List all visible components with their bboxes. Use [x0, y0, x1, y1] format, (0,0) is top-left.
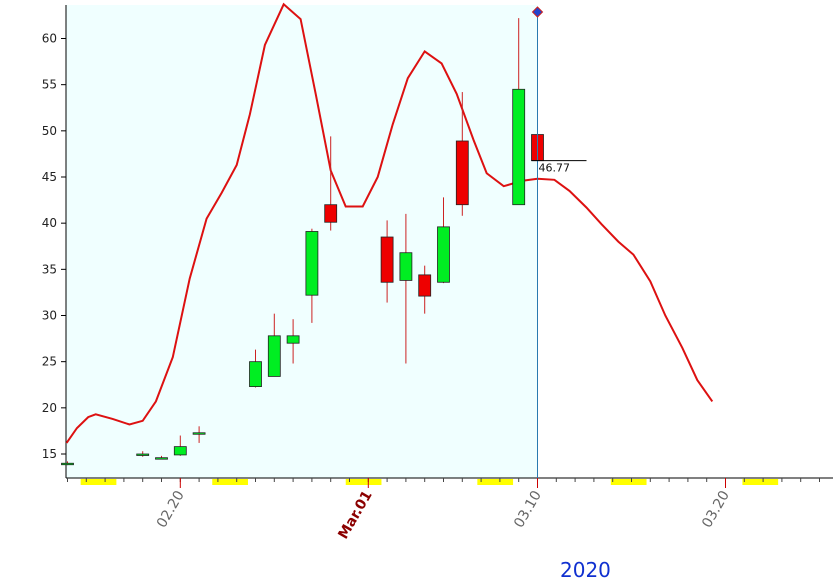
last-price-label: 46.77 — [539, 162, 571, 175]
candle — [305, 228, 319, 323]
candle-body — [399, 252, 413, 281]
candle-body — [267, 335, 281, 377]
x-tick-label: 02.20 — [154, 488, 188, 531]
weekend-marker — [212, 479, 248, 485]
y-tick-label: 60 — [42, 32, 57, 46]
weekend-marker — [80, 479, 117, 485]
candle-body — [173, 446, 187, 456]
candle-body — [324, 204, 338, 223]
weekend-markers — [80, 479, 779, 485]
y-tick-label: 15 — [42, 447, 57, 461]
y-tick-label: 50 — [42, 124, 57, 138]
x-tick-label: Mar.01 — [335, 488, 375, 542]
candle-body — [249, 361, 262, 387]
x-tick-label: 03.10 — [511, 488, 545, 531]
candle-body — [155, 457, 168, 460]
y-tick-label: 20 — [42, 401, 57, 415]
x-tick-label: 03.20 — [699, 488, 733, 531]
candle-body — [418, 274, 432, 297]
candle — [418, 265, 432, 314]
candle — [192, 426, 206, 443]
moving-average-line — [65, 2, 714, 444]
axes — [61, 5, 833, 488]
y-tick-label: 30 — [42, 309, 57, 323]
weekend-marker — [477, 479, 514, 485]
candle-body — [437, 226, 450, 283]
candle — [399, 213, 413, 364]
y-tick-label: 25 — [42, 355, 57, 369]
candle — [155, 455, 168, 460]
weekend-marker — [742, 479, 779, 485]
candle-body — [192, 432, 206, 435]
cursor-marker — [531, 6, 544, 18]
candle — [286, 319, 300, 364]
candle — [324, 136, 338, 231]
candle-body — [286, 335, 300, 344]
candle-body — [136, 453, 150, 456]
highlight-rect — [66, 5, 538, 478]
y-tick-label: 40 — [42, 216, 57, 230]
candle — [455, 92, 469, 216]
candle-body — [512, 88, 526, 206]
weekend-marker — [610, 479, 647, 485]
y-tick-label: 45 — [42, 170, 57, 184]
y-tick-label: 55 — [42, 78, 57, 92]
candle — [512, 18, 526, 206]
weekend-marker — [345, 479, 382, 485]
cursor-layer: 46.77 — [531, 6, 587, 478]
candle-body — [455, 140, 469, 206]
candles-layer — [61, 18, 544, 466]
candle — [249, 349, 262, 388]
candle — [61, 461, 74, 466]
candle-body — [305, 231, 319, 296]
candle — [437, 197, 450, 284]
year-label: 2020 — [560, 558, 611, 582]
candle — [173, 435, 187, 456]
candle — [136, 451, 150, 457]
candle-body — [380, 236, 394, 283]
moving-line-layer — [65, 2, 714, 444]
candle — [267, 313, 281, 377]
highlight-region — [66, 5, 538, 478]
candle — [380, 220, 394, 303]
y-tick-label: 35 — [42, 262, 57, 276]
candle-body — [61, 462, 74, 466]
